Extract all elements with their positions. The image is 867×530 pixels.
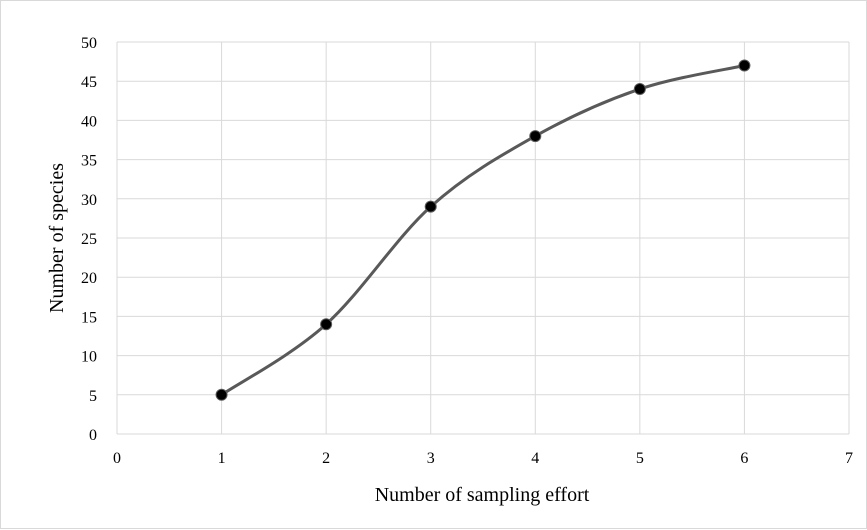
series-layer: [215, 59, 751, 401]
data-point: [738, 59, 751, 72]
data-point: [215, 388, 228, 401]
y-tick-label: 50: [81, 35, 97, 52]
grid-layer: [117, 41, 850, 434]
data-point: [320, 318, 333, 331]
y-tick-label: 20: [81, 270, 97, 287]
series-line: [220, 64, 746, 397]
x-tick-label: 5: [636, 450, 644, 467]
x-axis-title: Number of sampling effort: [375, 484, 590, 506]
x-tick-label: 6: [740, 450, 748, 467]
data-point: [633, 83, 646, 96]
x-tick-label: 2: [322, 450, 330, 467]
x-tick-label: 3: [427, 450, 435, 467]
x-tick-label: 7: [845, 450, 853, 467]
y-tick-label: 0: [89, 427, 97, 444]
data-point: [529, 130, 542, 143]
y-axis-title: Number of species: [46, 163, 68, 313]
y-tick-label: 25: [81, 231, 97, 248]
x-tick-label: 0: [113, 450, 121, 467]
y-tick-label: 15: [81, 309, 97, 326]
y-tick-label: 35: [81, 153, 97, 170]
y-tick-label: 10: [81, 349, 97, 366]
y-tick-label: 5: [89, 388, 97, 405]
y-tick-label: 45: [81, 74, 97, 91]
y-tick-label: 30: [81, 192, 97, 209]
y-tick-label: 40: [81, 113, 97, 130]
x-tick-label: 4: [531, 450, 539, 467]
x-tick-label: 1: [218, 450, 226, 467]
data-point: [424, 200, 437, 213]
axis-layer: [116, 42, 849, 435]
